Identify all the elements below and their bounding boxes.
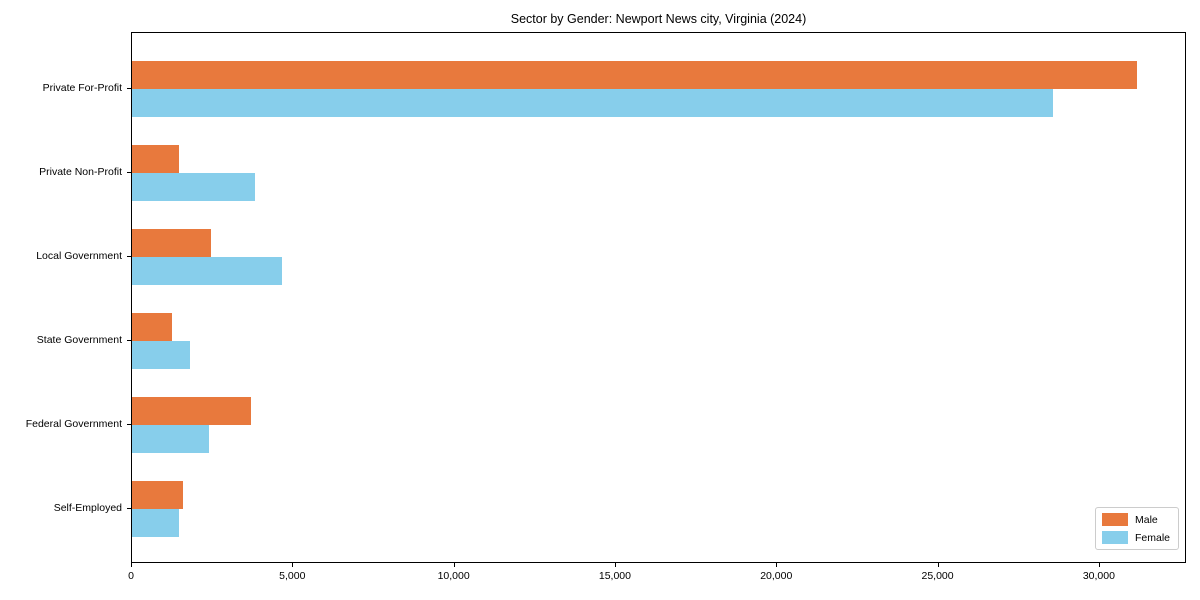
bar-female-self-employed: [132, 509, 179, 537]
bar-male-local-government: [132, 229, 211, 257]
legend-entry-male: Male: [1101, 513, 1170, 526]
legend: Male Female: [1094, 507, 1179, 550]
y-tick-mark: [127, 88, 131, 89]
legend-label-male: Male: [1134, 513, 1158, 526]
x-tick-label-10000: 10,000: [437, 570, 470, 582]
y-tick-mark: [127, 424, 131, 425]
bar-female-private-non-profit: [132, 173, 255, 201]
y-tick-label-federal-government: Federal Government: [25, 418, 122, 430]
x-tick-label-30000: 30,000: [1082, 570, 1115, 582]
x-tick-mark: [937, 563, 939, 567]
x-tick-mark: [1098, 563, 1100, 567]
legend-entry-female: Female: [1101, 531, 1170, 544]
bar-male-private-non-profit: [132, 145, 179, 173]
bar-male-self-employed: [132, 481, 183, 509]
bar-female-private-for-profit: [132, 89, 1053, 117]
x-tick-label-15000: 15,000: [598, 570, 631, 582]
x-tick-mark: [453, 563, 455, 567]
y-tick-label-private-for-profit: Private For-Profit: [42, 82, 122, 94]
bar-male-state-government: [132, 313, 172, 341]
bar-male-federal-government: [132, 397, 251, 425]
x-tick-label-0: 0: [128, 570, 134, 582]
x-tick-mark: [292, 563, 294, 567]
y-tick-mark: [127, 340, 131, 341]
plot-area: Male Female: [131, 32, 1186, 563]
bar-female-federal-government: [132, 425, 209, 453]
x-tick-label-5000: 5,000: [279, 570, 306, 582]
x-tick-mark: [776, 563, 778, 567]
legend-swatch-female-icon: [1101, 531, 1128, 544]
x-tick-mark: [614, 563, 616, 567]
y-tick-label-state-government: State Government: [36, 334, 122, 346]
y-tick-mark: [127, 172, 131, 173]
x-tick-mark: [131, 563, 132, 567]
y-tick-label-private-non-profit: Private Non-Profit: [39, 166, 122, 178]
legend-label-female: Female: [1134, 531, 1170, 544]
bar-female-local-government: [132, 257, 282, 285]
legend-swatch-male-icon: [1101, 513, 1128, 526]
y-tick-label-self-employed: Self-Employed: [53, 502, 122, 514]
bar-female-state-government: [132, 341, 190, 369]
x-tick-label-20000: 20,000: [760, 570, 793, 582]
y-tick-mark: [127, 256, 131, 257]
bar-male-private-for-profit: [132, 61, 1137, 89]
y-tick-label-local-government: Local Government: [36, 250, 122, 262]
x-tick-label-25000: 25,000: [921, 570, 954, 582]
y-tick-mark: [127, 508, 131, 509]
chart-title: Sector by Gender: Newport News city, Vir…: [510, 12, 807, 26]
